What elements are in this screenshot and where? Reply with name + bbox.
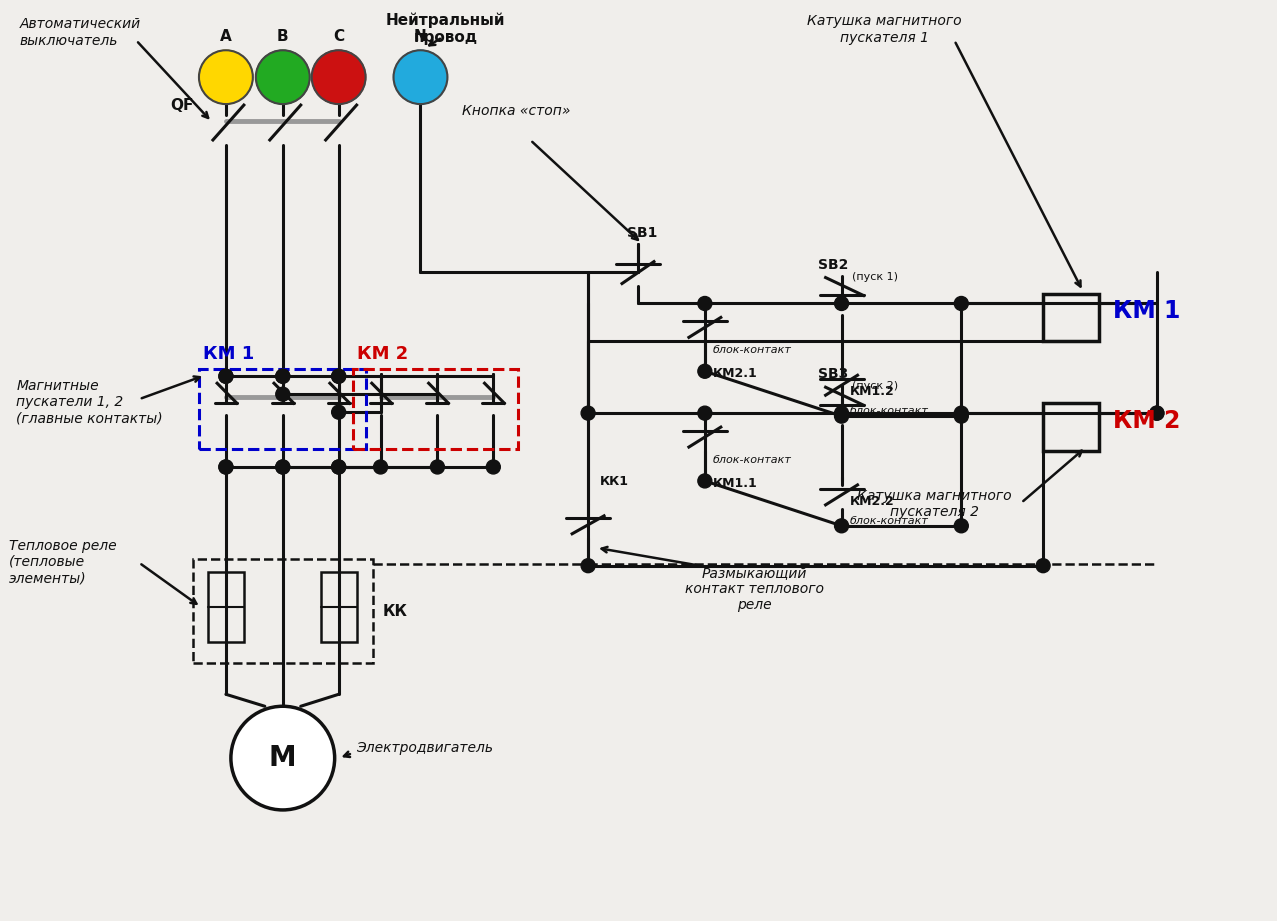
Bar: [321, 572, 356, 642]
Circle shape: [835, 297, 848, 310]
Circle shape: [276, 460, 290, 474]
Circle shape: [332, 369, 346, 383]
Text: Автоматический
выключатель: Автоматический выключатель: [19, 17, 140, 48]
Circle shape: [954, 519, 968, 532]
Circle shape: [332, 460, 346, 474]
Circle shape: [276, 369, 290, 383]
Circle shape: [332, 460, 346, 474]
Circle shape: [835, 406, 848, 420]
Text: Магнитные
пускатели 1, 2
(главные контакты): Магнитные пускатели 1, 2 (главные контак…: [17, 379, 163, 426]
Circle shape: [487, 460, 501, 474]
Circle shape: [276, 460, 290, 474]
Circle shape: [697, 365, 711, 379]
Circle shape: [276, 369, 290, 383]
Text: КК: КК: [383, 603, 407, 619]
Circle shape: [1149, 406, 1163, 420]
Circle shape: [581, 406, 595, 420]
Circle shape: [954, 406, 968, 420]
Text: Размыкающий
контакт теплового
реле: Размыкающий контакт теплового реле: [686, 565, 824, 612]
Text: QF: QF: [171, 98, 194, 113]
Circle shape: [312, 51, 365, 104]
Circle shape: [199, 51, 253, 104]
Bar: [352, 369, 518, 449]
Circle shape: [218, 460, 232, 474]
Circle shape: [697, 474, 711, 488]
Text: блок-контакт: блок-контакт: [713, 455, 792, 465]
Text: КК1: КК1: [600, 475, 630, 488]
Bar: [1043, 403, 1099, 451]
Circle shape: [581, 559, 595, 573]
Text: КМ 2: КМ 2: [1114, 409, 1180, 433]
Bar: [208, 572, 244, 642]
Circle shape: [332, 369, 346, 383]
Text: A: A: [220, 29, 231, 44]
Circle shape: [697, 297, 711, 310]
Text: (пуск 1): (пуск 1): [852, 272, 898, 282]
Text: КМ1.2: КМ1.2: [849, 385, 894, 398]
Text: N: N: [414, 29, 427, 44]
Circle shape: [276, 387, 290, 402]
Text: КМ2.1: КМ2.1: [713, 367, 757, 380]
Circle shape: [697, 406, 711, 420]
Text: C: C: [333, 29, 345, 44]
Text: Электродвигатель: Электродвигатель: [355, 741, 493, 755]
Circle shape: [231, 706, 335, 810]
Circle shape: [835, 519, 848, 532]
Text: Тепловое реле
(тепловые
элементы): Тепловое реле (тепловые элементы): [9, 539, 117, 585]
Circle shape: [255, 51, 310, 104]
Circle shape: [218, 369, 232, 383]
Circle shape: [954, 297, 968, 310]
Circle shape: [430, 460, 444, 474]
Text: Нейтральный
провод: Нейтральный провод: [386, 12, 506, 45]
Text: Катушка магнитного
пускателя 1: Катушка магнитного пускателя 1: [807, 15, 962, 44]
Circle shape: [954, 409, 968, 423]
Text: блок-контакт: блок-контакт: [849, 406, 928, 416]
Circle shape: [835, 409, 848, 423]
Bar: [193, 559, 373, 663]
Text: блок-контакт: блок-контакт: [849, 516, 928, 526]
Circle shape: [374, 460, 387, 474]
Text: КМ2.2: КМ2.2: [849, 495, 894, 507]
Text: блок-контакт: блок-контакт: [713, 345, 792, 356]
Text: (пуск 2): (пуск 2): [852, 381, 898, 391]
Text: Кнопка «стоп»: Кнопка «стоп»: [462, 104, 571, 118]
Circle shape: [332, 405, 346, 419]
Bar: [199, 369, 365, 449]
Text: КМ 1: КМ 1: [1114, 299, 1180, 323]
Text: SB3: SB3: [819, 367, 849, 381]
Text: SB1: SB1: [627, 226, 658, 239]
Circle shape: [218, 460, 232, 474]
Text: SB2: SB2: [819, 258, 849, 272]
Circle shape: [218, 369, 232, 383]
Text: M: M: [269, 744, 296, 772]
Circle shape: [1149, 406, 1163, 420]
Bar: [1043, 294, 1099, 342]
Text: Катушка магнитного
пускателя 2: Катушка магнитного пускателя 2: [857, 489, 1011, 519]
Circle shape: [393, 51, 447, 104]
Text: КМ 2: КМ 2: [356, 345, 407, 363]
Text: B: B: [277, 29, 289, 44]
Text: КМ1.1: КМ1.1: [713, 477, 757, 490]
Circle shape: [1036, 559, 1050, 573]
Text: КМ 1: КМ 1: [203, 345, 254, 363]
